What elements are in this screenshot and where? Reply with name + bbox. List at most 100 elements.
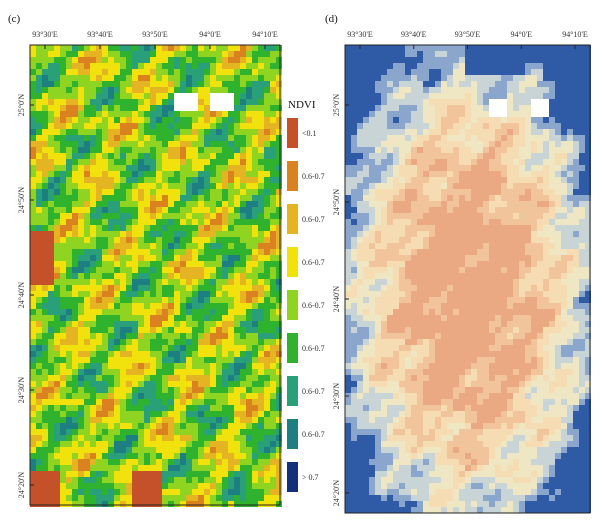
map-cell [270, 363, 276, 369]
map-cell [138, 273, 144, 279]
map-cell [198, 267, 204, 273]
map-cell [210, 489, 216, 495]
map-cell [501, 207, 507, 213]
map-cell [264, 51, 270, 57]
map-cell [495, 141, 501, 147]
map-cell [102, 345, 108, 351]
map-cell [411, 249, 417, 255]
map-cell [72, 207, 78, 213]
map-cell [441, 45, 447, 51]
map-cell [234, 327, 240, 333]
map-cell [447, 249, 453, 255]
map-cell [126, 423, 132, 429]
map-cell [264, 429, 270, 435]
map-cell [144, 255, 150, 261]
map-cell [60, 453, 66, 459]
map-cell [216, 135, 222, 141]
map-cell [276, 159, 282, 165]
map-cell [507, 201, 513, 207]
map-cell [471, 69, 477, 75]
map-cell [258, 273, 264, 279]
map-cell [132, 255, 138, 261]
map-cell [162, 351, 168, 357]
map-cell [567, 201, 573, 207]
map-cell [198, 45, 204, 51]
map-cell [180, 315, 186, 321]
map-cell [264, 93, 270, 99]
map-cell [174, 87, 180, 93]
map-cell [198, 159, 204, 165]
map-cell [453, 249, 459, 255]
map-cell [42, 291, 48, 297]
map-cell [495, 237, 501, 243]
map-cell [156, 423, 162, 429]
map-cell [114, 147, 120, 153]
map-cell [180, 147, 186, 153]
map-cell [531, 129, 537, 135]
map-cell [246, 375, 252, 381]
map-cell [264, 465, 270, 471]
map-cell [192, 297, 198, 303]
map-cell [138, 477, 144, 483]
map-cell [252, 225, 258, 231]
map-cell [114, 219, 120, 225]
map-cell [489, 111, 495, 117]
map-cell [108, 453, 114, 459]
map-cell [441, 291, 447, 297]
map-cell [174, 465, 180, 471]
map-cell [228, 129, 234, 135]
map-cell [144, 471, 150, 477]
map-cell [264, 213, 270, 219]
map-cell [240, 135, 246, 141]
map-cell [114, 111, 120, 117]
map-cell [186, 207, 192, 213]
map-cell [399, 189, 405, 195]
map-cell [120, 459, 126, 465]
map-cell [144, 321, 150, 327]
map-cell [72, 405, 78, 411]
map-cell [246, 279, 252, 285]
map-cell [228, 447, 234, 453]
map-cell [264, 399, 270, 405]
map-cell [369, 219, 375, 225]
map-cell [90, 135, 96, 141]
map-cell [507, 177, 513, 183]
map-cell [459, 297, 465, 303]
map-cell [180, 231, 186, 237]
map-cell [375, 153, 381, 159]
map-cell [78, 207, 84, 213]
map-cell [345, 117, 351, 123]
map-cell [174, 303, 180, 309]
map-cell [72, 249, 78, 255]
map-cell [210, 375, 216, 381]
map-cell [72, 219, 78, 225]
map-cell [246, 231, 252, 237]
map-cell [537, 255, 543, 261]
map-cell [363, 87, 369, 93]
map-cell [252, 381, 258, 387]
map-cell [150, 441, 156, 447]
map-cell [276, 153, 282, 159]
map-cell [90, 441, 96, 447]
map-cell [60, 411, 66, 417]
map-cell [567, 165, 573, 171]
map-cell [90, 357, 96, 363]
map-cell [240, 153, 246, 159]
map-cell [138, 135, 144, 141]
map-cell [567, 189, 573, 195]
map-cell [453, 189, 459, 195]
map-cell [222, 171, 228, 177]
map-cell [30, 411, 36, 417]
map-cell [228, 381, 234, 387]
map-cell [429, 171, 435, 177]
map-cell [423, 159, 429, 165]
map-cell [48, 213, 54, 219]
map-cell [447, 231, 453, 237]
map-cell [549, 195, 555, 201]
map-cell [567, 75, 573, 81]
map-cell [411, 105, 417, 111]
map-cell [246, 45, 252, 51]
map-cell [144, 465, 150, 471]
map-cell [240, 357, 246, 363]
map-cell [162, 477, 168, 483]
